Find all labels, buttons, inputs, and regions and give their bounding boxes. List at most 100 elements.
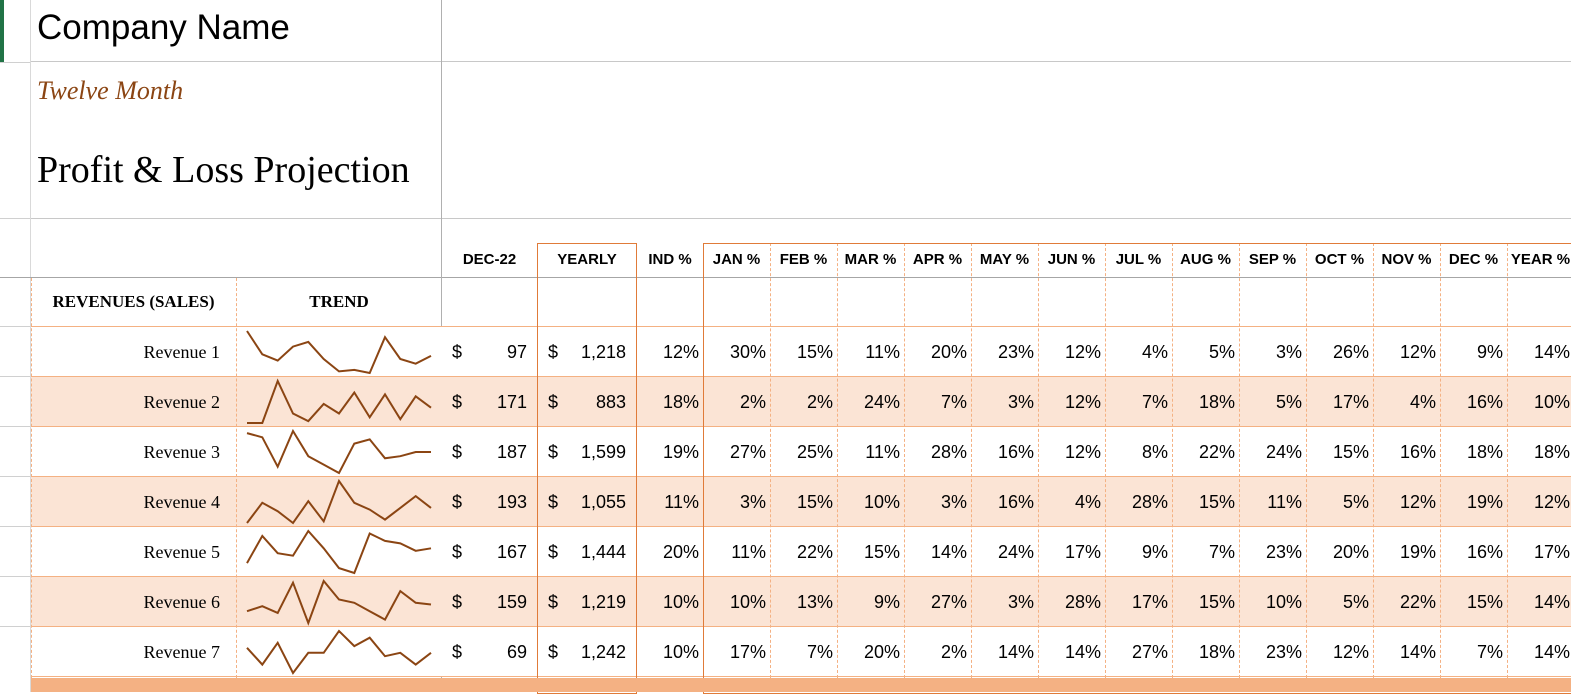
month-pct-value[interactable]: 22% (1399, 592, 1436, 612)
month-pct-value[interactable]: 16% (1466, 542, 1503, 562)
month-pct-value[interactable]: 12% (1332, 642, 1369, 662)
ind-pct-value[interactable]: 19% (662, 442, 699, 462)
month-pct-value[interactable]: 4% (1409, 392, 1436, 412)
col-header-month[interactable]: NOV % (1381, 251, 1432, 268)
month-pct-value[interactable]: 12% (1399, 342, 1436, 362)
col-header-month[interactable]: FEB % (779, 251, 828, 268)
col-header-month[interactable]: APR % (912, 251, 963, 268)
dec22-value[interactable]: 159 (496, 592, 527, 612)
month-pct-value[interactable]: 15% (1332, 442, 1369, 462)
yearly-value[interactable]: 1,055 (580, 492, 626, 512)
trend-sparkline[interactable] (244, 627, 434, 677)
row-label[interactable]: Revenue 5 (143, 542, 220, 562)
dec22-value[interactable]: 187 (496, 442, 527, 462)
col-header-yearly[interactable]: YEARLY (557, 251, 617, 268)
month-pct-value[interactable]: 14% (1533, 592, 1570, 612)
row-label[interactable]: Revenue 7 (143, 642, 220, 662)
month-pct-value[interactable]: 17% (1332, 392, 1369, 412)
dec22-value[interactable]: 69 (506, 642, 527, 662)
trend-sparkline[interactable] (244, 427, 434, 477)
month-pct-value[interactable]: 19% (1466, 492, 1503, 512)
month-pct-value[interactable]: 3% (940, 492, 967, 512)
trend-header[interactable]: TREND (309, 292, 369, 311)
month-pct-value[interactable]: 2% (940, 642, 967, 662)
col-header-ind-pct[interactable]: IND % (648, 251, 692, 268)
col-header-month[interactable]: YEAR % (1510, 251, 1571, 268)
ind-pct-value[interactable]: 10% (662, 592, 699, 612)
col-header-dec22[interactable]: DEC-22 (462, 251, 517, 268)
month-pct-value[interactable]: 9% (1141, 542, 1168, 562)
month-pct-value[interactable]: 25% (796, 442, 833, 462)
col-header-month[interactable]: DEC % (1448, 251, 1499, 268)
month-pct-value[interactable]: 11% (731, 542, 766, 562)
trend-sparkline[interactable] (244, 527, 434, 577)
month-pct-value[interactable]: 30% (729, 342, 766, 362)
month-pct-value[interactable]: 8% (1141, 442, 1168, 462)
month-pct-value[interactable]: 14% (1064, 642, 1101, 662)
ind-pct-value[interactable]: 10% (662, 642, 699, 662)
month-pct-value[interactable]: 14% (930, 542, 967, 562)
month-pct-value[interactable]: 13% (796, 592, 833, 612)
month-pct-value[interactable]: 28% (930, 442, 967, 462)
month-pct-value[interactable]: 10% (1265, 592, 1302, 612)
month-pct-value[interactable]: 20% (863, 642, 900, 662)
month-pct-value[interactable]: 4% (1074, 492, 1101, 512)
month-pct-value[interactable]: 7% (940, 392, 967, 412)
month-pct-value[interactable]: 17% (1533, 542, 1570, 562)
month-pct-value[interactable]: 14% (1533, 642, 1570, 662)
month-pct-value[interactable]: 20% (930, 342, 967, 362)
month-pct-value[interactable]: 23% (1265, 542, 1302, 562)
month-pct-value[interactable]: 12% (1533, 492, 1570, 512)
month-pct-value[interactable]: 14% (1399, 642, 1436, 662)
col-header-month[interactable]: OCT % (1314, 251, 1365, 268)
month-pct-value[interactable]: 18% (1198, 642, 1235, 662)
month-pct-value[interactable]: 10% (729, 592, 766, 612)
month-pct-value[interactable]: 27% (930, 592, 967, 612)
month-pct-value[interactable]: 27% (729, 442, 766, 462)
month-pct-value[interactable]: 27% (1131, 642, 1168, 662)
dec22-value[interactable]: 97 (506, 342, 527, 362)
month-pct-value[interactable]: 15% (1466, 592, 1503, 612)
month-pct-value[interactable]: 5% (1342, 592, 1369, 612)
dec22-value[interactable]: 167 (496, 542, 527, 562)
yearly-value[interactable]: 1,219 (580, 592, 626, 612)
month-pct-value[interactable]: 15% (1198, 492, 1235, 512)
month-pct-value[interactable]: 12% (1064, 342, 1101, 362)
ind-pct-value[interactable]: 11% (664, 492, 699, 512)
dec22-value[interactable]: 193 (496, 492, 527, 512)
month-pct-value[interactable]: 5% (1275, 392, 1302, 412)
month-pct-value[interactable]: 24% (1265, 442, 1302, 462)
month-pct-value[interactable]: 17% (1131, 592, 1168, 612)
month-pct-value[interactable]: 7% (806, 642, 833, 662)
yearly-value[interactable]: 1,444 (580, 542, 626, 562)
month-pct-value[interactable]: 5% (1208, 342, 1235, 362)
month-pct-value[interactable]: 16% (997, 442, 1034, 462)
month-pct-value[interactable]: 15% (1198, 592, 1235, 612)
month-pct-value[interactable]: 18% (1198, 392, 1235, 412)
month-pct-value[interactable]: 9% (873, 592, 900, 612)
subtitle[interactable]: Twelve Month (37, 76, 184, 105)
month-pct-value[interactable]: 22% (1198, 442, 1235, 462)
month-pct-value[interactable]: 22% (796, 542, 833, 562)
col-header-month[interactable]: MAR % (844, 251, 897, 268)
month-pct-value[interactable]: 18% (1466, 442, 1503, 462)
month-pct-value[interactable]: 10% (863, 492, 900, 512)
month-pct-value[interactable]: 16% (1466, 392, 1503, 412)
col-header-month[interactable]: JUL % (1115, 251, 1162, 268)
month-pct-value[interactable]: 11% (865, 342, 900, 362)
row-label[interactable]: Revenue 4 (143, 492, 220, 512)
trend-sparkline[interactable] (244, 377, 434, 427)
month-pct-value[interactable]: 14% (997, 642, 1034, 662)
month-pct-value[interactable]: 3% (1007, 592, 1034, 612)
month-pct-value[interactable]: 7% (1208, 542, 1235, 562)
section-label[interactable]: REVENUES (SALES) (52, 292, 215, 311)
month-pct-value[interactable]: 9% (1476, 342, 1503, 362)
month-pct-value[interactable]: 24% (997, 542, 1034, 562)
month-pct-value[interactable]: 17% (1064, 542, 1101, 562)
month-pct-value[interactable]: 23% (997, 342, 1034, 362)
month-pct-value[interactable]: 10% (1533, 392, 1570, 412)
month-pct-value[interactable]: 17% (729, 642, 766, 662)
month-pct-value[interactable]: 3% (739, 492, 766, 512)
month-pct-value[interactable]: 16% (1399, 442, 1436, 462)
month-pct-value[interactable]: 16% (997, 492, 1034, 512)
